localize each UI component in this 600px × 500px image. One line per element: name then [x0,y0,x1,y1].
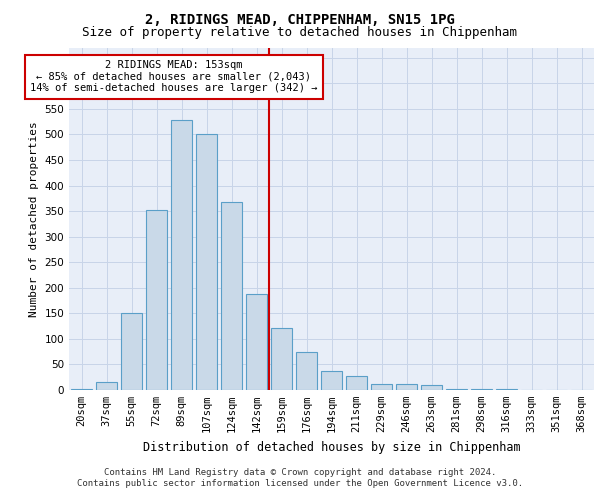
Bar [296,352,317,390]
Bar [196,134,217,390]
Bar [271,328,292,390]
Text: Size of property relative to detached houses in Chippenham: Size of property relative to detached ho… [83,26,517,39]
Bar [321,370,342,390]
Text: Contains HM Land Registry data © Crown copyright and database right 2024.
Contai: Contains HM Land Registry data © Crown c… [77,468,523,487]
Bar [146,210,167,390]
Bar [396,384,417,390]
Bar [221,202,242,390]
Y-axis label: Number of detached properties: Number of detached properties [29,121,39,316]
Text: 2, RIDINGS MEAD, CHIPPENHAM, SN15 1PG: 2, RIDINGS MEAD, CHIPPENHAM, SN15 1PG [145,12,455,26]
Bar [96,382,117,390]
Bar [371,384,392,390]
X-axis label: Distribution of detached houses by size in Chippenham: Distribution of detached houses by size … [143,440,520,454]
Text: 2 RIDINGS MEAD: 153sqm
← 85% of detached houses are smaller (2,043)
14% of semi-: 2 RIDINGS MEAD: 153sqm ← 85% of detached… [30,60,318,94]
Bar [121,314,142,390]
Bar [346,376,367,390]
Bar [246,294,267,390]
Bar [421,385,442,390]
Bar [171,120,192,390]
Bar [71,389,92,390]
Bar [446,389,467,390]
